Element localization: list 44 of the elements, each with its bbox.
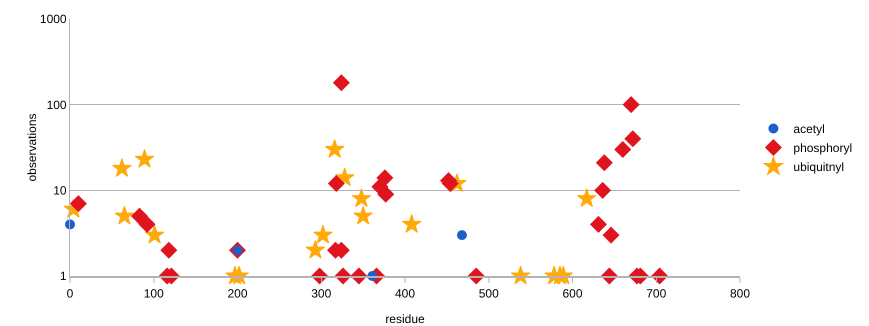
point: [313, 224, 333, 244]
y-axis-title: observations: [25, 113, 39, 182]
point: [328, 175, 345, 192]
point: [614, 141, 632, 158]
point: [70, 195, 87, 212]
x-tick-label: 300: [311, 286, 332, 300]
x-tick-label: 600: [562, 286, 583, 300]
y-tick-label: 100: [46, 98, 67, 112]
legend-label: ubiquitnyl: [793, 160, 844, 174]
legend-label: phosphoryl: [793, 141, 852, 156]
y-tick-label: 1000: [40, 12, 67, 26]
point: [160, 242, 178, 259]
point: [306, 240, 326, 259]
point: [377, 186, 394, 203]
x-tick-label: 0: [66, 286, 74, 300]
y-tick-label: 10: [53, 184, 67, 198]
x-tick-label: 800: [730, 286, 750, 300]
point: [402, 214, 422, 233]
point: [324, 139, 344, 158]
point: [114, 206, 134, 225]
point: [624, 130, 642, 148]
x-tick-label: 400: [394, 286, 416, 300]
x-axis-title: residue: [385, 312, 426, 326]
point: [144, 224, 164, 244]
point: [131, 208, 148, 224]
point: [112, 158, 132, 177]
legend-label: acetyl: [793, 122, 825, 136]
point: [333, 74, 350, 92]
x-tick-label: 700: [646, 286, 667, 300]
y-tick-label: 1: [60, 269, 67, 284]
point: [138, 216, 156, 233]
point: [352, 188, 372, 208]
point: [576, 188, 597, 208]
point: [622, 96, 640, 113]
point: [134, 149, 154, 168]
point: [590, 216, 607, 233]
point: [602, 226, 620, 244]
point: [596, 154, 613, 172]
point: [353, 206, 373, 225]
x-tick-label: 500: [478, 286, 500, 300]
x-tick-label: 100: [144, 286, 164, 300]
x-tick-label: 200: [227, 286, 248, 300]
point: [594, 182, 611, 199]
point: [456, 230, 467, 240]
